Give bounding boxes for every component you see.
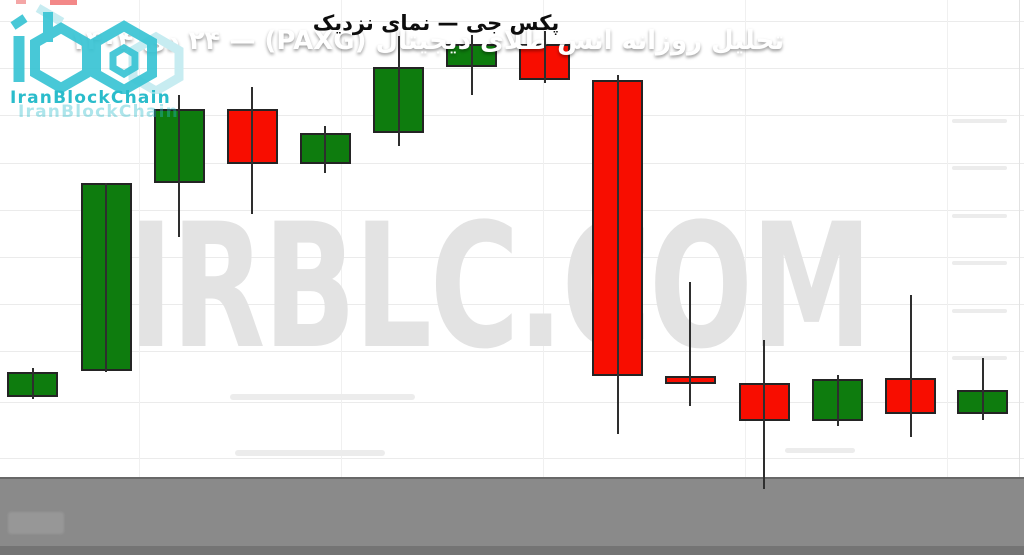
top-edge-artifact — [50, 0, 77, 5]
gridline-vertical — [341, 0, 342, 477]
candle-wick-10 — [689, 282, 691, 406]
gridline-horizontal — [0, 210, 1024, 211]
candle-wick-4 — [251, 87, 253, 214]
caption-bottom-shade — [0, 546, 1024, 555]
gridline-vertical — [139, 0, 140, 477]
price-axis-edge-line — [1019, 0, 1020, 477]
candle-wick-11 — [763, 340, 765, 489]
candle-wick-3 — [178, 95, 180, 237]
caption-smudge — [8, 512, 64, 534]
erased-label-smudge — [952, 309, 1007, 313]
candle-wick-8 — [543, 31, 546, 83]
gridline-horizontal — [0, 21, 1024, 22]
top-edge-artifact — [16, 0, 26, 4]
caption-bar — [0, 477, 1024, 555]
gridline-horizontal — [0, 115, 1024, 116]
logo-brand-shadow-text: IranBlockChain — [18, 102, 179, 122]
gridline-vertical — [745, 0, 746, 477]
gridline-horizontal — [0, 458, 1024, 459]
candle-wick-2 — [105, 183, 107, 372]
erased-label-smudge — [785, 448, 855, 453]
erased-label-smudge — [952, 261, 1007, 265]
candle-wick-6 — [397, 36, 400, 146]
erased-label-smudge — [952, 166, 1007, 170]
gridline-horizontal — [0, 304, 1024, 305]
erased-label-smudge — [235, 450, 385, 456]
candle-wick-13 — [909, 295, 912, 437]
erased-label-smudge — [952, 356, 1007, 360]
candle-wick-5 — [324, 126, 326, 173]
gridline-horizontal — [0, 402, 1024, 403]
gridline-vertical — [947, 0, 948, 477]
candle-wick-12 — [836, 375, 839, 426]
gridline-horizontal — [0, 257, 1024, 258]
candle-wick-1 — [31, 368, 34, 399]
gridline-horizontal — [0, 351, 1024, 352]
iranblockchain-logo: IranBlockChain IranBlockChain — [4, 2, 194, 127]
caption-text: تحلیل روزانه انس طلای دیجیتال (PAXG) — ۲… — [69, 26, 785, 56]
candle-wick-14 — [981, 358, 984, 420]
erased-label-smudge — [952, 119, 1007, 123]
candle-wick-7 — [470, 35, 473, 95]
gridline-horizontal — [0, 163, 1024, 164]
candle-wick-9 — [616, 75, 619, 434]
gridline-horizontal — [0, 68, 1024, 69]
erased-label-smudge — [230, 394, 415, 400]
watermark-text: IRBLC.COM — [128, 186, 872, 387]
gridline-vertical — [543, 0, 544, 477]
erased-label-smudge — [952, 214, 1007, 218]
logo-brand-text: IranBlockChain — [10, 88, 171, 108]
hexagon-logo-icon — [10, 4, 184, 94]
chart-title: پکس جی — نمای نزدیک — [312, 11, 560, 35]
